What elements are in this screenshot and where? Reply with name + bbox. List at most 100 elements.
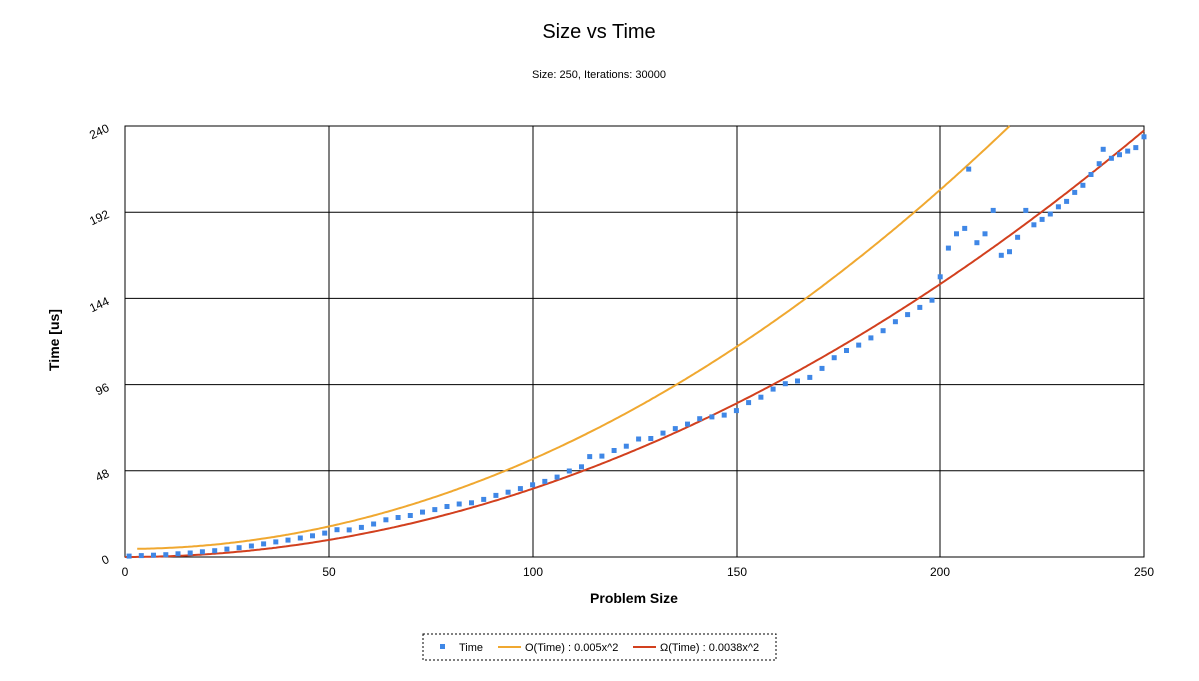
time-data-point — [138, 553, 144, 559]
time-data-point — [358, 524, 364, 530]
time-data-point — [310, 533, 315, 539]
time-data-point — [212, 548, 218, 554]
x-tick-100: 100 — [523, 565, 543, 579]
time-data-point — [199, 549, 205, 555]
x-tick-50: 50 — [322, 565, 336, 579]
time-data-point — [954, 231, 959, 237]
time-data-point — [1039, 216, 1045, 222]
upper-bound-line — [137, 125, 1011, 550]
time-data-point — [807, 374, 813, 380]
time-data-point — [587, 454, 593, 460]
y-tick-0: 0 — [99, 552, 111, 568]
time-data-point — [721, 412, 727, 418]
legend-label-time: Time — [459, 642, 483, 654]
y-tick-144: 144 — [87, 294, 111, 315]
time-data-point — [660, 430, 666, 436]
time-data-point — [758, 394, 764, 400]
chart-title: Size vs Time — [542, 21, 655, 43]
y-tick-48: 48 — [93, 466, 111, 484]
time-data-point — [1141, 134, 1147, 140]
time-data-point — [1015, 234, 1021, 240]
time-data-point — [733, 408, 739, 414]
time-data-point — [493, 492, 499, 498]
time-data-point — [1100, 146, 1106, 152]
time-data-point — [126, 553, 132, 559]
time-data-point — [1064, 198, 1070, 204]
time-data-point — [1023, 207, 1029, 213]
time-data-point — [974, 240, 980, 246]
y-axis-label: Time [us] — [46, 309, 62, 371]
time-data-point — [151, 552, 156, 558]
time-data-point — [224, 546, 230, 552]
x-tick-250: 250 — [1134, 565, 1154, 579]
time-data-point — [432, 507, 438, 513]
time-data-point — [905, 312, 911, 318]
time-data-point — [1117, 152, 1122, 158]
time-data-point — [273, 539, 279, 545]
time-data-point — [856, 342, 862, 348]
time-data-point — [1007, 249, 1012, 255]
x-axis-ticks: 0 50 100 150 200 250 — [122, 565, 1155, 579]
y-tick-96: 96 — [93, 380, 111, 398]
time-data-point — [248, 543, 254, 549]
y-axis-ticks: 0 48 96 144 192 240 — [87, 121, 111, 568]
time-data-point — [187, 550, 193, 556]
time-data-point — [175, 551, 181, 557]
time-data-point — [395, 515, 401, 520]
lower-bound-line — [125, 129, 1145, 558]
series-layer — [125, 125, 1147, 559]
time-data-point — [770, 386, 776, 392]
legend-marker-time — [440, 644, 445, 649]
time-data-point — [261, 541, 267, 547]
time-data-point — [1088, 172, 1094, 177]
x-axis-label: Problem Size — [590, 590, 678, 606]
time-data-point — [163, 552, 169, 558]
time-data-point — [937, 274, 943, 280]
time-data-point — [945, 245, 951, 251]
time-data-point — [599, 453, 605, 459]
time-data-point — [297, 535, 303, 541]
time-data-point — [1047, 211, 1053, 217]
time-data-point — [1096, 161, 1102, 167]
time-data-point — [685, 421, 690, 427]
time-data-point — [880, 328, 886, 334]
legend-label-lower-bound: Ω(Time) : 0.0038x^2 — [660, 642, 759, 654]
time-data-point — [481, 496, 487, 502]
time-data-point — [982, 231, 988, 237]
time-data-point — [346, 527, 352, 533]
time-data-point — [1031, 222, 1037, 228]
time-data-point — [444, 504, 450, 509]
time-data-point — [746, 400, 752, 406]
time-data-point — [554, 474, 560, 480]
time-data-point — [998, 252, 1004, 258]
time-data-point — [505, 489, 511, 495]
time-data-point — [782, 381, 788, 387]
time-data-point — [611, 448, 617, 453]
y-tick-192: 192 — [87, 207, 111, 228]
time-data-point — [844, 348, 849, 353]
time-data-point — [795, 378, 800, 384]
time-data-point — [334, 527, 340, 533]
time-data-point — [1072, 189, 1078, 195]
time-data-point — [1108, 155, 1114, 161]
time-data-point — [542, 478, 548, 484]
time-data-point — [697, 416, 703, 422]
time-data-point — [407, 513, 413, 518]
x-tick-0: 0 — [122, 565, 129, 579]
time-data-point — [566, 468, 572, 474]
x-tick-200: 200 — [930, 565, 950, 579]
time-data-point — [469, 500, 474, 506]
time-data-point — [285, 537, 291, 543]
time-data-point — [990, 207, 996, 213]
grid-lines — [125, 126, 1144, 557]
time-data-point — [1125, 148, 1131, 154]
time-data-point — [383, 517, 389, 523]
time-data-point — [1080, 182, 1086, 188]
time-data-point — [962, 225, 968, 231]
time-data-point — [672, 426, 678, 432]
time-data-point — [709, 414, 715, 420]
time-data-point — [530, 482, 536, 488]
legend: Time O(Time) : 0.005x^2 Ω(Time) : 0.0038… — [422, 633, 777, 661]
time-data-point — [420, 509, 425, 515]
